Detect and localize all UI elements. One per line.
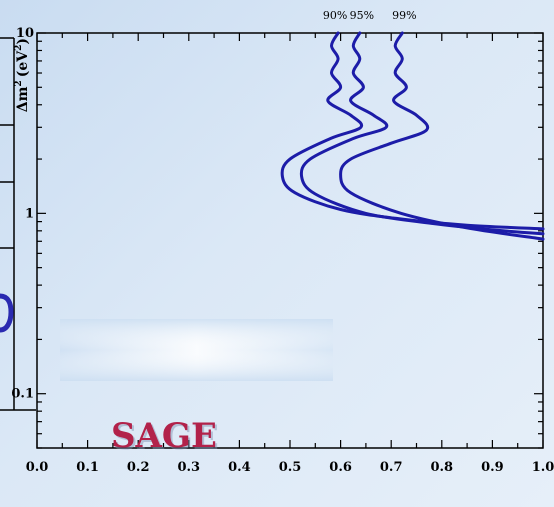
contour-95pct <box>299 31 545 236</box>
x-tick-label: 1.0 <box>532 460 554 475</box>
cl-label-90pct: 90% <box>323 9 347 22</box>
y-axis-tick-labels: 10 1 0.1 <box>11 26 34 402</box>
x-axis-tick-labels: 0.0 0.1 0.2 0.3 0.4 0.5 0.6 0.7 0.8 0.9 1.0 <box>26 460 554 475</box>
sage-annotation: SAGE <box>111 416 217 456</box>
x-tick-label: 0.6 <box>329 460 352 475</box>
plot-frame <box>36 32 544 449</box>
cut-off-letter-shape <box>0 293 14 333</box>
x-tick-label: 0.5 <box>279 460 302 475</box>
left-slide-fragment <box>0 37 36 411</box>
x-tick-label: 0.8 <box>430 460 453 475</box>
x-tick-label: 0.2 <box>127 460 150 475</box>
y-tick-label: 10 <box>16 26 34 41</box>
cl-label-95pct: 95% <box>350 9 374 22</box>
x-tick-label: 0.7 <box>380 460 403 475</box>
x-tick-label: 0.9 <box>481 460 504 475</box>
overlay-bar <box>60 319 333 381</box>
x-tick-label: 0.4 <box>228 460 251 475</box>
y-tick-label: 0.1 <box>11 387 34 402</box>
x-tick-label: 0.0 <box>26 460 49 475</box>
y-tick-label: 1 <box>25 206 34 221</box>
confidence-contours <box>280 31 545 241</box>
svg-text:Δm2(eV2): Δm2(eV2) <box>14 38 31 112</box>
axis-ticks <box>36 32 544 449</box>
y-axis-label: Δm2(eV2) <box>14 38 31 112</box>
x-tick-label: 0.3 <box>177 460 200 475</box>
contour-99pct <box>339 31 545 241</box>
cl-label-99pct: 99% <box>392 9 416 22</box>
contour-90pct <box>280 31 545 231</box>
x-tick-label: 0.1 <box>76 460 99 475</box>
sage-annotation-shadow: SAGE <box>113 418 219 458</box>
confidence-level-labels: 90% 95% 99% <box>323 9 417 22</box>
